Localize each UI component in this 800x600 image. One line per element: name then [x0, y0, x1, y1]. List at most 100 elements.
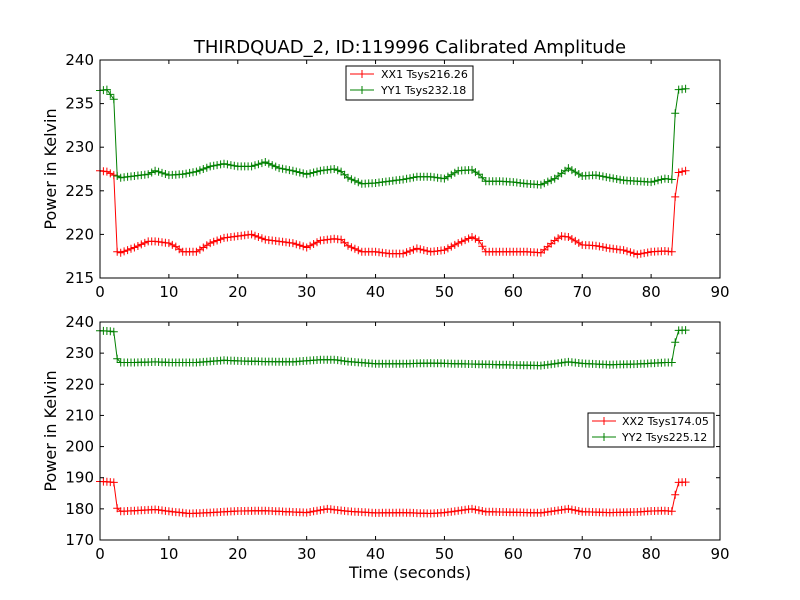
top-series-yy1-point	[592, 171, 600, 180]
bottom-legend-entry-yy2: YY2 Tsys225.12	[592, 431, 707, 444]
top-x-tick-label: 20	[228, 283, 247, 301]
bottom-series-xx2-point	[671, 490, 680, 499]
bottom-series-xx2-point	[474, 506, 483, 515]
legend-label-yy1: YY1 Tsys232.18	[380, 84, 466, 97]
top-series-yy1-point	[654, 176, 662, 185]
bottom-y-axis-label: Power in Kelvin	[41, 370, 60, 491]
top-series-yy1-point	[223, 160, 232, 169]
top-y-tick-label: 240	[65, 51, 94, 69]
top-legend: XX1 Tsys216.26 YY1 Tsys232.18	[345, 65, 474, 101]
top-series-yy1-point	[440, 174, 449, 183]
top-series-yy1-point	[657, 175, 666, 184]
top-series-xx1-point	[416, 245, 425, 254]
top-series-yy1-point	[288, 166, 297, 175]
bottom-y-tick-label: 190	[65, 469, 94, 487]
bottom-y-tick-label: 200	[65, 438, 94, 456]
figure-title: THIRDQUAD_2, ID:119996 Calibrated Amplit…	[193, 37, 626, 58]
bottom-series-xx2-point	[667, 507, 676, 516]
top-series-yy1-point	[478, 173, 487, 182]
top-series-yy1-point	[271, 162, 280, 171]
top-series-xx1-point	[454, 239, 463, 248]
top-series-yy1-point	[347, 175, 356, 184]
bottom-x-tick-label: 60	[504, 545, 523, 563]
bottom-series-xx2-point	[302, 508, 311, 517]
bottom-series-xx2-point	[478, 507, 487, 515]
bottom-y-tick-label: 240	[65, 313, 94, 331]
top-series-xx1-point	[350, 244, 359, 253]
top-series-yy1-point	[567, 166, 576, 175]
top-series-yy1-point	[209, 161, 218, 170]
legend-swatch-marker	[600, 433, 608, 441]
top-series-yy1-point	[302, 170, 311, 179]
top-series-xx1-point	[623, 247, 631, 256]
top-series-yy1-point	[192, 167, 201, 176]
top-series-yy1-point	[605, 173, 614, 182]
top-series-yy1-point	[402, 174, 411, 183]
top-y-tick-label: 225	[65, 182, 94, 200]
top-series-yy1-point	[278, 164, 287, 173]
top-series-yy1-point	[202, 163, 211, 172]
top-y-tick-label: 220	[65, 225, 94, 243]
top-series-yy1-point	[609, 174, 618, 183]
top-series-yy1-point	[474, 170, 483, 179]
top-series-xx1-point	[109, 171, 118, 180]
top-series-xx1-point	[457, 237, 466, 246]
bottom-series-xx2-point	[468, 504, 476, 513]
top-series-yy1-point	[344, 173, 352, 182]
bottom-plot: 0 10 20 30 40 50 60 70 80 90 170 180 190 200 210 220 230…	[41, 313, 730, 582]
top-series-xx1-point	[471, 234, 480, 243]
top-series-xx1-point	[447, 242, 456, 251]
top-series-yy1-point	[213, 161, 222, 170]
top-series-yy1-point	[543, 177, 552, 186]
top-series-xx1-point	[133, 242, 142, 250]
bottom-plot-ticks: 0 10 20 30 40 50 60 70 80 90 170 180 190 200 210 220 230…	[65, 313, 729, 563]
top-series-yy1-point	[299, 169, 308, 178]
bottom-series-xx2-point	[309, 507, 318, 516]
legend-label-yy2: YY2 Tsys225.12	[621, 431, 707, 444]
top-series-yy1-point	[350, 176, 359, 185]
top-series-yy1-point	[447, 170, 456, 179]
top-plot-frame	[99, 59, 721, 279]
top-series-yy1-point	[151, 166, 160, 175]
bottom-series-xx2-point	[319, 505, 328, 514]
top-x-tick-label: 50	[435, 283, 454, 301]
top-series-xx1-point	[567, 235, 576, 243]
bottom-legend: XX2 Tsys174.05 YY2 Tsys225.12	[587, 412, 715, 448]
bottom-x-tick-label: 70	[573, 545, 592, 563]
top-series-xx1-point	[564, 233, 573, 241]
top-series-yy1-point	[574, 170, 583, 178]
top-plot: 0 10 20 30 40 50 60 70 80 90 215 220 225 230 235 240 Po…	[41, 51, 730, 301]
top-series-xx1-point	[423, 247, 432, 255]
top-series-yy1-point	[185, 168, 194, 177]
top-x-tick-label: 80	[642, 283, 661, 301]
bottom-series-xx2-point	[574, 507, 583, 515]
top-series-yy1-point	[313, 167, 321, 176]
top-series-yy1-point	[667, 175, 676, 184]
top-series-xx1-point	[130, 243, 139, 252]
top-series-xx1-point	[640, 249, 649, 258]
top-series-xx1-point	[450, 240, 459, 249]
top-series-xx1-point	[619, 246, 628, 255]
bottom-series-xx2-point	[316, 506, 325, 515]
top-series-yy1-point	[647, 178, 656, 187]
top-series-yy1-point	[681, 84, 690, 93]
top-series-xx1-point	[164, 239, 173, 248]
top-series-xx1-point	[402, 248, 411, 257]
top-series-xx1-point	[633, 250, 642, 259]
top-series-xx1-point	[440, 246, 449, 255]
top-series-xx1-point	[595, 242, 604, 251]
top-series-xx1-point	[313, 238, 321, 247]
bottom-series-xx2-point	[471, 505, 480, 514]
bottom-y-tick-label: 170	[65, 531, 94, 549]
legend-swatch-marker	[358, 70, 366, 78]
top-series-yy1-point	[230, 161, 239, 170]
top-x-tick-label: 40	[366, 283, 385, 301]
top-series-yy1-point	[199, 165, 208, 173]
bottom-series-xx2-point	[109, 478, 118, 487]
top-series-yy1-point	[251, 161, 259, 170]
bottom-series-yy2-point	[671, 338, 680, 347]
top-series-yy1-point	[102, 85, 111, 94]
top-series-xx1-point	[464, 234, 473, 243]
bottom-x-tick-label: 90	[710, 545, 729, 563]
